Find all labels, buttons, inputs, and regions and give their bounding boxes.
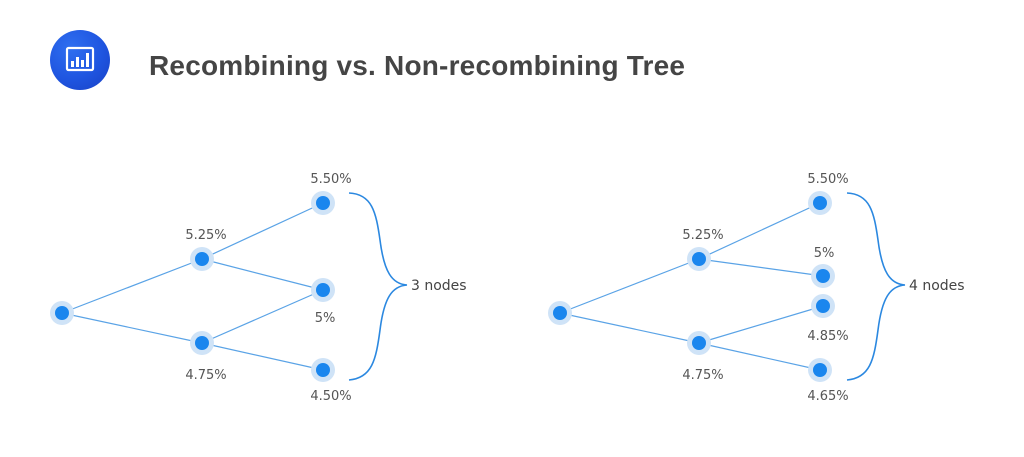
label-up: 5.25% — [682, 228, 723, 243]
bar-chart-icon — [65, 46, 95, 72]
page-title: Recombining vs. Non-recombining Tree — [149, 50, 686, 81]
node-dd — [311, 358, 335, 382]
node-ud — [311, 278, 335, 302]
label-down: 4.75% — [682, 368, 723, 383]
non-recombining-tree: 5.25% 4.75% 5.50% 5% 4.85% 4.65% 4 nodes — [548, 172, 965, 404]
label-uu: 5.50% — [310, 172, 351, 187]
label-du: 4.85% — [807, 329, 848, 344]
label-down: 4.75% — [185, 368, 226, 383]
node-down — [190, 331, 214, 355]
label-dd: 4.65% — [807, 389, 848, 404]
node-uu — [311, 191, 335, 215]
node-up — [687, 247, 711, 271]
node-du — [811, 294, 835, 318]
node-ud — [811, 264, 835, 288]
edges — [61, 202, 324, 371]
label-ud: 5% — [315, 311, 336, 326]
recombining-tree: 5.25% 4.75% 5.50% 5% 4.50% 3 nodes — [50, 172, 467, 404]
brace — [846, 192, 906, 381]
brace-label: 3 nodes — [411, 278, 467, 294]
node-up — [190, 247, 214, 271]
brace — [348, 192, 408, 381]
node-down — [687, 331, 711, 355]
node-root — [50, 301, 74, 325]
label-up: 5.25% — [185, 228, 226, 243]
label-ud: 5% — [814, 246, 835, 261]
label-dd: 4.50% — [310, 389, 351, 404]
node-uu — [808, 191, 832, 215]
brace-label: 4 nodes — [909, 278, 965, 294]
node-root — [548, 301, 572, 325]
edges — [559, 202, 824, 371]
label-uu: 5.50% — [807, 172, 848, 187]
logo-badge — [50, 30, 110, 90]
node-dd — [808, 358, 832, 382]
